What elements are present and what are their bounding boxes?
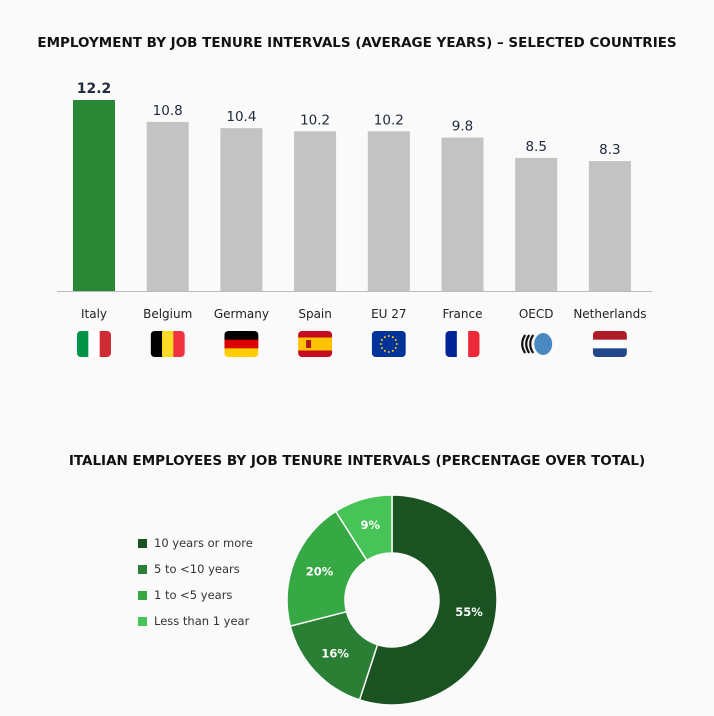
donut-slice-2 bbox=[286, 510, 368, 628]
legend-swatch bbox=[138, 564, 147, 574]
netherlands-flag-icon bbox=[592, 331, 627, 357]
bar-eu-27 bbox=[367, 131, 410, 291]
donut-slice-3 bbox=[334, 494, 393, 562]
slice-value-label: 16% bbox=[321, 646, 349, 660]
legend-swatch bbox=[138, 538, 147, 548]
category-label: Germany bbox=[214, 307, 269, 321]
bar-france bbox=[441, 137, 484, 291]
slice-value-label: 20% bbox=[306, 564, 334, 578]
donut-legend: 10 years or more 5 to <10 years 1 to <5 ye… bbox=[138, 530, 253, 634]
legend-item: 10 years or more bbox=[138, 530, 253, 556]
bar-value-label: 8.3 bbox=[599, 142, 620, 158]
bar-italy bbox=[73, 100, 115, 291]
oecd-logo-icon bbox=[521, 333, 553, 355]
slice-value-label: 9% bbox=[360, 518, 380, 532]
bar-oecd bbox=[515, 157, 558, 291]
legend-label: 5 to <10 years bbox=[154, 562, 240, 576]
bar-value-label: 10.2 bbox=[300, 112, 330, 128]
bar-value-label: 8.5 bbox=[525, 139, 546, 155]
category-label: OECD bbox=[519, 307, 554, 321]
legend-label: 1 to <5 years bbox=[154, 588, 233, 602]
legend-item: Less than 1 year bbox=[138, 608, 253, 634]
bar-chart-title: EMPLOYMENT BY JOB TENURE INTERVALS (AVER… bbox=[37, 35, 677, 51]
bar-netherlands bbox=[588, 161, 631, 291]
germany-flag-icon bbox=[224, 331, 259, 357]
france-flag-icon bbox=[445, 331, 480, 357]
bar-value-label: 10.8 bbox=[153, 103, 183, 119]
legend-swatch bbox=[138, 616, 147, 626]
legend-label: Less than 1 year bbox=[154, 614, 250, 628]
bar-value-label: 10.4 bbox=[226, 109, 256, 125]
bar-value-label: 9.8 bbox=[452, 119, 473, 135]
legend-item: 1 to <5 years bbox=[138, 582, 253, 608]
italy-flag-icon bbox=[77, 331, 111, 357]
category-label: Italy bbox=[81, 307, 107, 321]
legend-label: 10 years or more bbox=[154, 536, 253, 550]
bar-belgium bbox=[146, 121, 189, 291]
category-label: EU 27 bbox=[371, 307, 406, 321]
eu-flag-icon bbox=[371, 331, 406, 357]
slice-value-label: 55% bbox=[455, 605, 483, 619]
category-label: Belgium bbox=[143, 307, 192, 321]
category-label: Netherlands bbox=[573, 307, 646, 321]
donut-slice-0 bbox=[358, 494, 498, 706]
bar-spain bbox=[294, 131, 337, 291]
bar-value-label: 10.2 bbox=[374, 112, 404, 128]
bar-germany bbox=[220, 128, 263, 291]
category-label: Spain bbox=[298, 307, 332, 321]
bar-value-label: 12.2 bbox=[77, 81, 112, 97]
spain-flag-icon bbox=[298, 331, 333, 357]
legend-swatch bbox=[138, 590, 147, 600]
donut-chart-title: ITALIAN EMPLOYEES BY JOB TENURE INTERVAL… bbox=[68, 453, 646, 469]
belgium-flag-icon bbox=[150, 331, 185, 357]
legend-item: 5 to <10 years bbox=[138, 556, 253, 582]
category-label: France bbox=[443, 307, 483, 321]
